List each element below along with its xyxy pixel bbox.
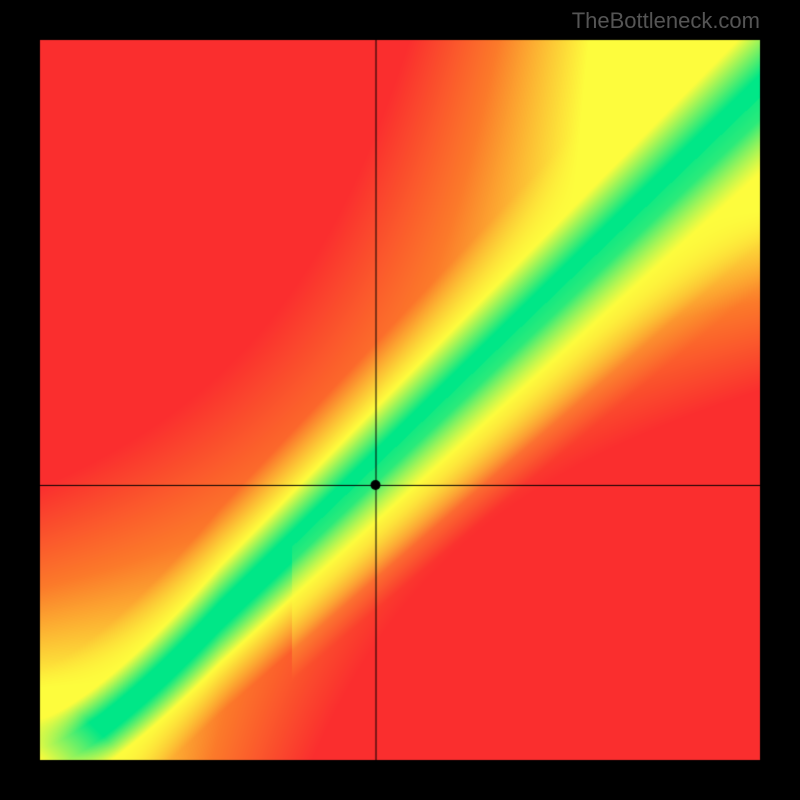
chart-container: TheBottleneck.com: [0, 0, 800, 800]
bottleneck-heatmap: [0, 0, 800, 800]
watermark-text: TheBottleneck.com: [572, 8, 760, 34]
